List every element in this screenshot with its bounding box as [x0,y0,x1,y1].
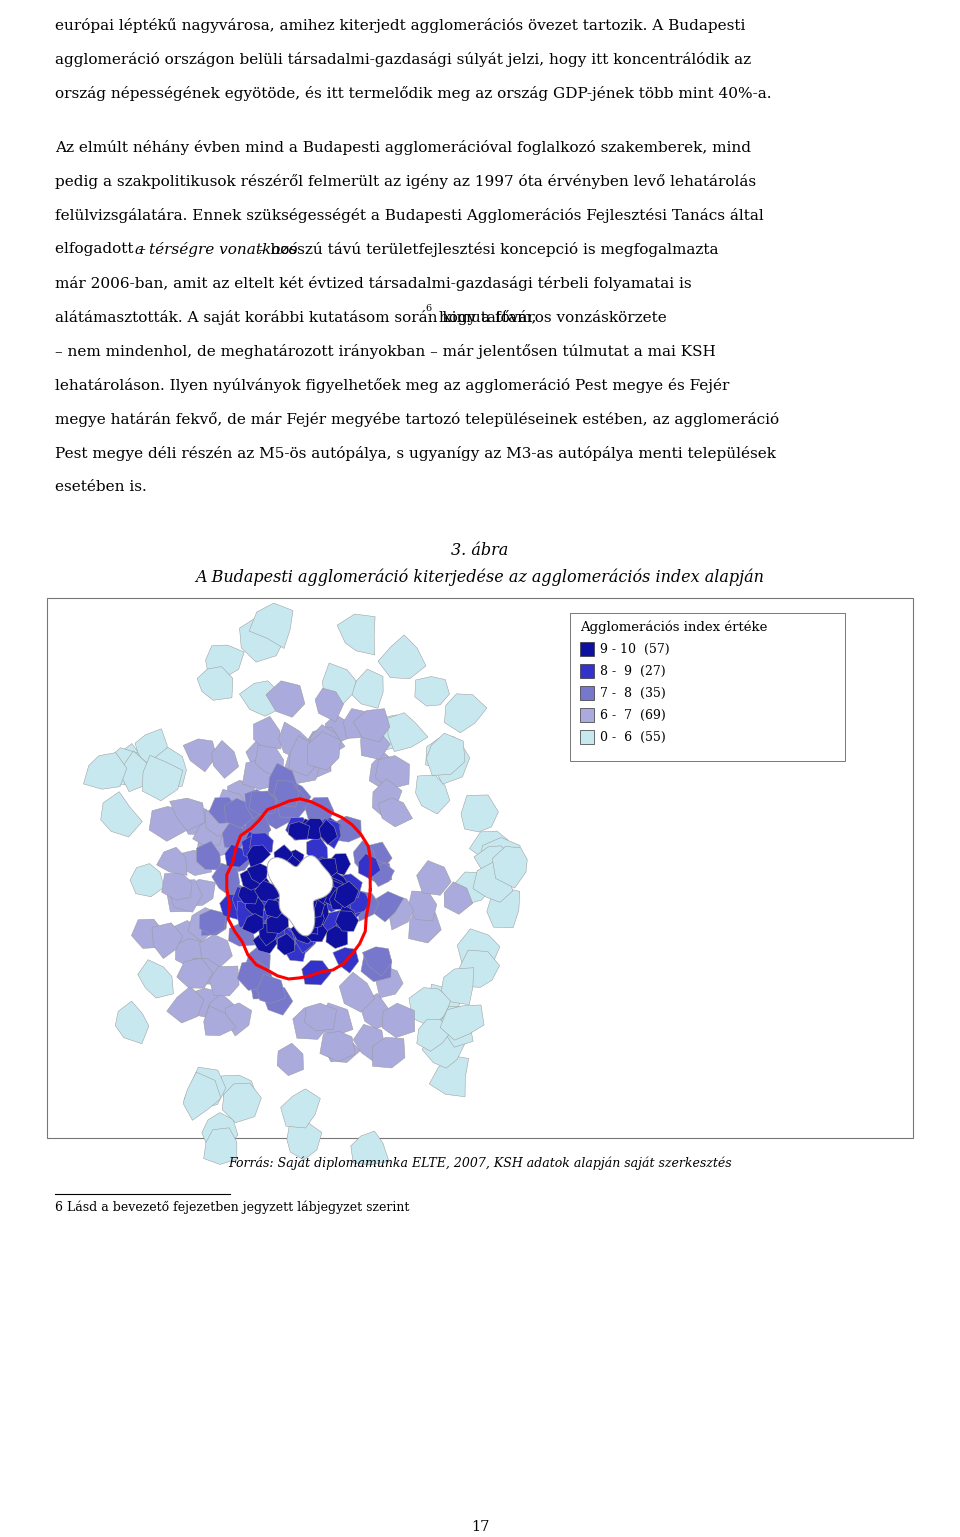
Text: elfogadott –: elfogadott – [55,241,151,257]
Bar [580,709,594,722]
Bar [580,730,594,744]
Bar [570,613,845,761]
Text: 8 -  9  (27): 8 - 9 (27) [600,664,665,678]
Text: alátámasztották. A saját korábbi kutatásom során kimutattam,: alátámasztották. A saját korábbi kutatás… [55,310,537,324]
Bar [47,598,913,1137]
Bar [580,642,594,656]
Text: 3. ábra: 3. ábra [451,543,509,559]
Text: A Budapesti agglomeráció kiterjedése az agglomerációs index alapján: A Budapesti agglomeráció kiterjedése az … [196,569,764,586]
Text: agglomeráció országon belüli társadalmi-gazdasági súlyát jelzi, hogy itt koncent: agglomeráció országon belüli társadalmi-… [55,52,751,68]
Text: 0 -  6  (55): 0 - 6 (55) [600,730,665,744]
Text: Az elmúlt néhány évben mind a Budapesti agglomerációval foglalkozó szakemberek, : Az elmúlt néhány évben mind a Budapesti … [55,140,751,155]
Text: 7 -  8  (35): 7 - 8 (35) [600,687,665,699]
Text: hogy a főváros vonzáskörzete: hogy a főváros vonzáskörzete [434,310,666,324]
Text: megye határán fekvő, de már Fejér megyébe tartozó településeinek estében, az agg: megye határán fekvő, de már Fejér megyéb… [55,412,780,427]
Text: 6 Lásd a bevezető fejezetben jegyzett lábjegyzet szerint: 6 Lásd a bevezető fejezetben jegyzett lá… [55,1200,409,1214]
Text: ország népességének egyötöde, és itt termelődik meg az ország GDP-jének több min: ország népességének egyötöde, és itt ter… [55,86,772,101]
Text: esetében is.: esetében is. [55,480,147,493]
Text: 6: 6 [426,304,432,314]
Bar [580,664,594,678]
Text: Agglomerációs index értéke: Agglomerációs index értéke [580,621,767,635]
Text: 6 -  7  (69): 6 - 7 (69) [600,709,665,721]
Text: 9 - 10  (57): 9 - 10 (57) [600,642,670,655]
Text: 17: 17 [470,1520,490,1534]
Bar [580,686,594,699]
Text: – nem mindenhol, de meghatározott irányokban – már jelentősen túlmutat a mai KSH: – nem mindenhol, de meghatározott irányo… [55,344,716,360]
Text: Pest megye déli részén az M5-ös autópálya, s ugyanígy az M3-as autópálya menti t: Pest megye déli részén az M5-ös autópály… [55,446,776,461]
Text: európai léptékű nagyvárosa, amihez kiterjedt agglomerációs övezet tartozik. A Bu: európai léptékű nagyvárosa, amihez kiter… [55,18,745,32]
Text: felülvizsgálatára. Ennek szükségességét a Budapesti Agglomerációs Fejlesztési Ta: felülvizsgálatára. Ennek szükségességét … [55,207,764,223]
Polygon shape [267,856,333,936]
Text: pedig a szakpolitikusok részéről felmerült az igény az 1997 óta érvényben levő l: pedig a szakpolitikusok részéről felmerü… [55,174,756,189]
Text: a térségre vonatkozó: a térségre vonatkozó [135,241,298,257]
Text: már 2006-ban, amit az eltelt két évtized társadalmi-gazdasági térbeli folyamatai: már 2006-ban, amit az eltelt két évtized… [55,277,691,290]
Text: lehatároláson. Ilyen nyúlványok figyelhetőek meg az agglomeráció Pest megye és F: lehatároláson. Ilyen nyúlványok figyelhe… [55,378,730,393]
Text: Forrás: Saját diplomamunka ELTE, 2007, KSH adatok alapján saját szerkesztés: Forrás: Saját diplomamunka ELTE, 2007, K… [228,1156,732,1170]
Text: – hosszú távú területfejlesztési koncepció is megfogalmazta: – hosszú távú területfejlesztési koncepc… [253,241,719,257]
